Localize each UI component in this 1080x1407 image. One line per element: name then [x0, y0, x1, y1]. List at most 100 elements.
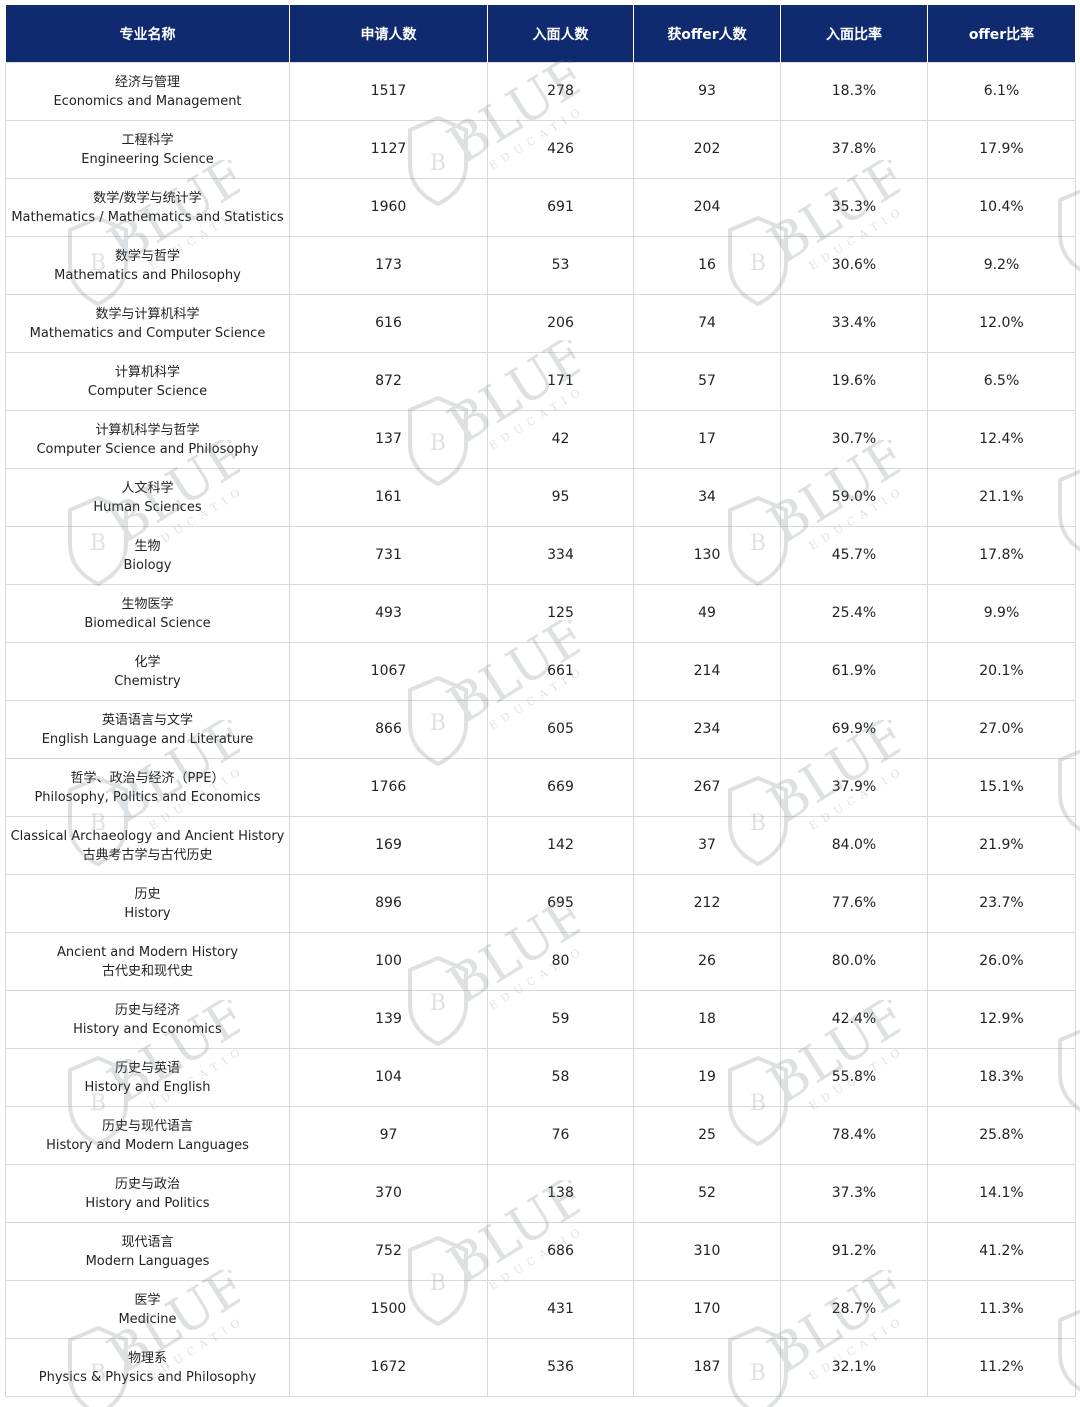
applicants-cell: 866: [289, 700, 488, 759]
offer-rate-cell: 15.1%: [927, 758, 1076, 817]
interviewed-cell: 278: [487, 62, 634, 121]
interviewed-cell: 661: [487, 642, 634, 701]
applicants-cell: 161: [289, 468, 488, 527]
major-name-cell: 人文科学 Human Sciences: [5, 468, 290, 527]
table-row: 化学 Chemistry 1067 661 214 61.9% 20.1%: [5, 642, 1076, 701]
offer-rate-cell: 17.8%: [927, 526, 1076, 585]
table-row: 生物 Biology 731 334 130 45.7% 17.8%: [5, 526, 1076, 585]
major-name-line2: Modern Languages: [85, 1253, 210, 1269]
table-row: 数学与哲学 Mathematics and Philosophy 173 53 16 30…: [5, 236, 1076, 295]
applicants-cell: 97: [289, 1106, 488, 1165]
major-name-line1: 物理系: [127, 1350, 167, 1366]
interview-rate-cell: 37.8%: [780, 120, 928, 179]
major-name-line1: 计算机科学: [114, 364, 180, 380]
major-name-line2: History and Modern Languages: [46, 1137, 249, 1153]
interview-rate-cell: 55.8%: [780, 1048, 928, 1107]
interviewed-cell: 142: [487, 816, 634, 875]
major-name-line2: History: [124, 905, 171, 921]
major-name-cell: Classical Archaeology and Ancient Histor…: [5, 816, 290, 875]
applicants-cell: 731: [289, 526, 488, 585]
offer-rate-cell: 21.1%: [927, 468, 1076, 527]
offer-rate-cell: 12.4%: [927, 410, 1076, 469]
major-name-line1: 数学/数学与统计学: [93, 190, 202, 206]
applicants-cell: 173: [289, 236, 488, 295]
applicants-cell: 139: [289, 990, 488, 1049]
interviewed-cell: 95: [487, 468, 634, 527]
major-name-cell: 数学与哲学 Mathematics and Philosophy: [5, 236, 290, 295]
offers-cell: 202: [633, 120, 781, 179]
major-name-line1: 工程科学: [121, 132, 174, 148]
applicants-cell: 1127: [289, 120, 488, 179]
major-name-line1: 化学: [134, 654, 161, 670]
offer-rate-cell: 10.4%: [927, 178, 1076, 237]
applicants-cell: 100: [289, 932, 488, 991]
applicants-cell: 1067: [289, 642, 488, 701]
interview-rate-cell: 25.4%: [780, 584, 928, 643]
major-name-cell: 工程科学 Engineering Science: [5, 120, 290, 179]
major-name-line2: Mathematics and Philosophy: [54, 267, 241, 283]
offers-cell: 187: [633, 1338, 781, 1397]
offers-cell: 26: [633, 932, 781, 991]
major-name-line1: 历史与英语: [114, 1060, 180, 1076]
offer-rate-cell: 21.9%: [927, 816, 1076, 875]
major-name-line2: History and Economics: [73, 1021, 222, 1037]
major-name-line1: Classical Archaeology and Ancient Histor…: [10, 828, 285, 844]
major-name-cell: 英语语言与文学 English Language and Literature: [5, 700, 290, 759]
interviewed-cell: 59: [487, 990, 634, 1049]
major-name-line1: 历史: [134, 886, 161, 902]
interview-rate-cell: 30.7%: [780, 410, 928, 469]
interview-rate-cell: 37.3%: [780, 1164, 928, 1223]
interviewed-cell: 605: [487, 700, 634, 759]
offer-rate-cell: 25.8%: [927, 1106, 1076, 1165]
interviewed-cell: 691: [487, 178, 634, 237]
offer-rate-cell: 9.2%: [927, 236, 1076, 295]
table-row: 历史与政治 History and Politics 370 138 52 37.3% 14…: [5, 1164, 1076, 1223]
interview-rate-cell: 59.0%: [780, 468, 928, 527]
major-name-line2: Economics and Management: [53, 93, 242, 109]
offer-rate-cell: 6.1%: [927, 62, 1076, 121]
table-row: 数学/数学与统计学 Mathematics / Mathematics and S…: [5, 178, 1076, 237]
applicants-cell: 1960: [289, 178, 488, 237]
table-row: 医学 Medicine 1500 431 170 28.7% 11.3%: [5, 1280, 1076, 1339]
interviewed-cell: 536: [487, 1338, 634, 1397]
interviewed-cell: 80: [487, 932, 634, 991]
interview-rate-cell: 28.7%: [780, 1280, 928, 1339]
major-name-cell: 现代语言 Modern Languages: [5, 1222, 290, 1281]
interview-rate-cell: 77.6%: [780, 874, 928, 933]
offers-cell: 52: [633, 1164, 781, 1223]
table-row: Ancient and Modern History 古代史和现代史 100 80 26…: [5, 932, 1076, 991]
major-name-cell: 生物医学 Biomedical Science: [5, 584, 290, 643]
major-name-line2: 古代史和现代史: [101, 963, 193, 979]
table-row: 人文科学 Human Sciences 161 95 34 59.0% 21.1%: [5, 468, 1076, 527]
table-row: 经济与管理 Economics and Management 1517 278 93 18…: [5, 62, 1076, 121]
major-name-line2: Physics & Physics and Philosophy: [38, 1369, 257, 1385]
major-name-cell: 历史与英语 History and English: [5, 1048, 290, 1107]
interviewed-cell: 42: [487, 410, 634, 469]
table-row: 生物医学 Biomedical Science 493 125 49 25.4% 9.9%: [5, 584, 1076, 643]
applicants-cell: 1500: [289, 1280, 488, 1339]
major-name-cell: 历史与经济 History and Economics: [5, 990, 290, 1049]
major-name-line2: 古典考古学与古代历史: [82, 847, 213, 863]
applicants-cell: 1672: [289, 1338, 488, 1397]
major-name-line1: 历史与政治: [114, 1176, 180, 1192]
header-row: 专业名称 申请人数 入面人数 获offer人数 入面比率 offer比率: [5, 5, 1076, 63]
header-major: 专业名称: [5, 5, 290, 63]
offers-cell: 93: [633, 62, 781, 121]
major-name-cell: 化学 Chemistry: [5, 642, 290, 701]
interviewed-cell: 669: [487, 758, 634, 817]
table-row: 历史与经济 History and Economics 139 59 18 42.4% 12…: [5, 990, 1076, 1049]
applicants-cell: 493: [289, 584, 488, 643]
interviewed-cell: 125: [487, 584, 634, 643]
major-name-line1: 经济与管理: [114, 74, 180, 90]
header-interviewed: 入面人数: [487, 5, 634, 63]
major-name-line2: Biomedical Science: [84, 615, 211, 631]
admissions-table: 专业名称 申请人数 入面人数 获offer人数 入面比率 offer比率 经济与…: [5, 5, 1076, 1397]
major-name-cell: 历史 History: [5, 874, 290, 933]
offers-cell: 170: [633, 1280, 781, 1339]
major-name-line1: 历史与经济: [114, 1002, 180, 1018]
offers-cell: 310: [633, 1222, 781, 1281]
interviewed-cell: 334: [487, 526, 634, 585]
offer-rate-cell: 27.0%: [927, 700, 1076, 759]
major-name-line1: 历史与现代语言: [101, 1118, 193, 1134]
